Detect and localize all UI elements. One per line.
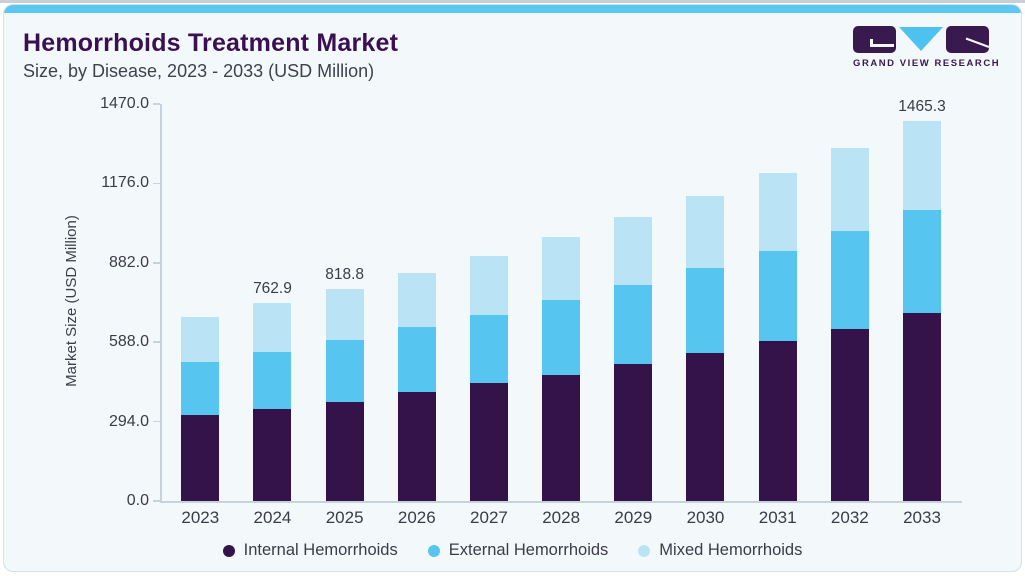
x-tick-label: 2033 [903,508,941,527]
bar-segment [614,217,653,285]
chart-card: Hemorrhoids Treatment Market Size, by Di… [3,4,1022,572]
bar-segment [469,255,508,315]
bar-segment [758,172,797,251]
page-title: Hemorrhoids Treatment Market [23,29,399,57]
bar-segment [542,374,581,501]
logo-glyphs [853,25,1003,53]
bar-value-label: 818.8 [325,265,365,283]
y-tick-label: 1470.0 [100,95,149,112]
chart-legend: Internal Hemorrhoids External Hemorrhoids… [4,541,1021,560]
bar-value-label: 1465.3 [898,98,946,116]
bar-segment [614,285,653,364]
y-tick-label: 1176.0 [101,174,149,192]
stacked-bar-2028 [542,236,581,501]
legend-item: Internal Hemorrhoids [222,541,398,560]
stacked-bar-2030 [686,195,725,501]
bar-segment [686,268,725,354]
x-tick-label: 2028 [542,508,581,527]
bar-segment [903,210,941,314]
y-tick-label: 294.0 [108,412,149,430]
bar-segment [469,314,508,384]
y-tick-mark [153,500,160,502]
x-tick-label: 2032 [830,508,869,527]
legend-item: Mixed Hemorrhoids [638,541,802,560]
x-axis-line [160,501,962,503]
x-tick-label: 2029 [614,508,653,527]
legend-label: External Hemorrhoids [448,541,609,559]
y-tick-label: 588.0 [108,333,149,351]
y-tick-mark [153,262,160,264]
bar-segment [686,195,725,269]
grand-view-research-logo: GRAND VIEW RESEARCH [853,25,1003,69]
bar-segment [397,392,436,501]
x-tick-label: 2023 [181,508,220,527]
bar-segment [686,353,725,501]
legend-item: External Hemorrhoids [427,541,609,560]
bar-segment [181,362,220,415]
x-tick-label: 2030 [686,508,725,527]
legend-dot-icon [638,544,651,557]
x-tick-label: 2025 [325,508,364,527]
y-tick-mark [153,420,160,423]
stacked-bar-2023 [181,316,220,501]
bar-segment [325,401,364,501]
bar-segment [614,363,653,501]
bar-segment [181,414,220,501]
page-subtitle: Size, by Disease, 2023 - 2033 (USD Milli… [23,61,375,81]
stacked-bar-2031 [758,172,797,501]
bar-segment [830,230,869,329]
stacked-bar-2033 [903,121,941,501]
y-tick-label: 882.0 [108,253,149,271]
bar-segment [325,288,364,341]
bar-segment [758,250,797,342]
bar-value-label: 762.9 [253,280,292,298]
bar-segment [253,351,292,410]
y-axis-title: Market Size (USD Million) [63,215,80,387]
legend-label: Internal Hemorrhoids [243,541,398,559]
stacked-bar-2029 [614,217,653,501]
stacked-bar-2025 [325,288,364,501]
bar-segment [903,121,941,211]
y-tick-mark [153,341,160,343]
x-tick-label: 2031 [758,508,797,527]
bar-segment [181,316,220,363]
bar-segment [469,383,508,501]
x-tick-label: 2027 [470,508,508,527]
bar-segment [903,313,941,501]
y-tick-label: 0.0 [126,492,149,509]
logo-g-block [853,25,896,53]
bar-segment [397,272,436,328]
stacked-bar-2024 [253,303,292,501]
bar-segment [830,328,869,501]
bar-segment [253,303,292,352]
screenshot-top-edge [0,0,1025,3]
legend-dot-icon [222,544,235,557]
logo-r-diagonal [965,36,989,48]
stacked-bar-2027 [469,255,508,501]
y-axis-line [160,104,162,502]
x-tick-label: 2024 [253,508,292,527]
legend-dot-icon [427,544,440,557]
y-tick-mark [153,182,160,185]
bar-segment [325,340,364,402]
plot-area: 762.9 818.8 1465.3 [161,98,962,501]
bar-segment [397,327,436,393]
bar-segment [830,147,869,231]
logo-v-triangle-icon [899,27,943,51]
bar-segment [253,409,292,501]
stacked-bar-2026 [397,272,436,501]
stacked-bar-2032 [830,147,869,501]
bar-segment [542,236,581,300]
x-tick-label: 2026 [397,508,436,527]
y-tick-mark [153,103,160,105]
logo-r-block [946,25,989,53]
logo-wordmark: GRAND VIEW RESEARCH [853,58,1001,69]
bar-segment [758,341,797,501]
bar-segment [542,299,581,375]
card-accent-strip [4,5,1021,13]
legend-label: Mixed Hemorrhoids [659,541,803,559]
